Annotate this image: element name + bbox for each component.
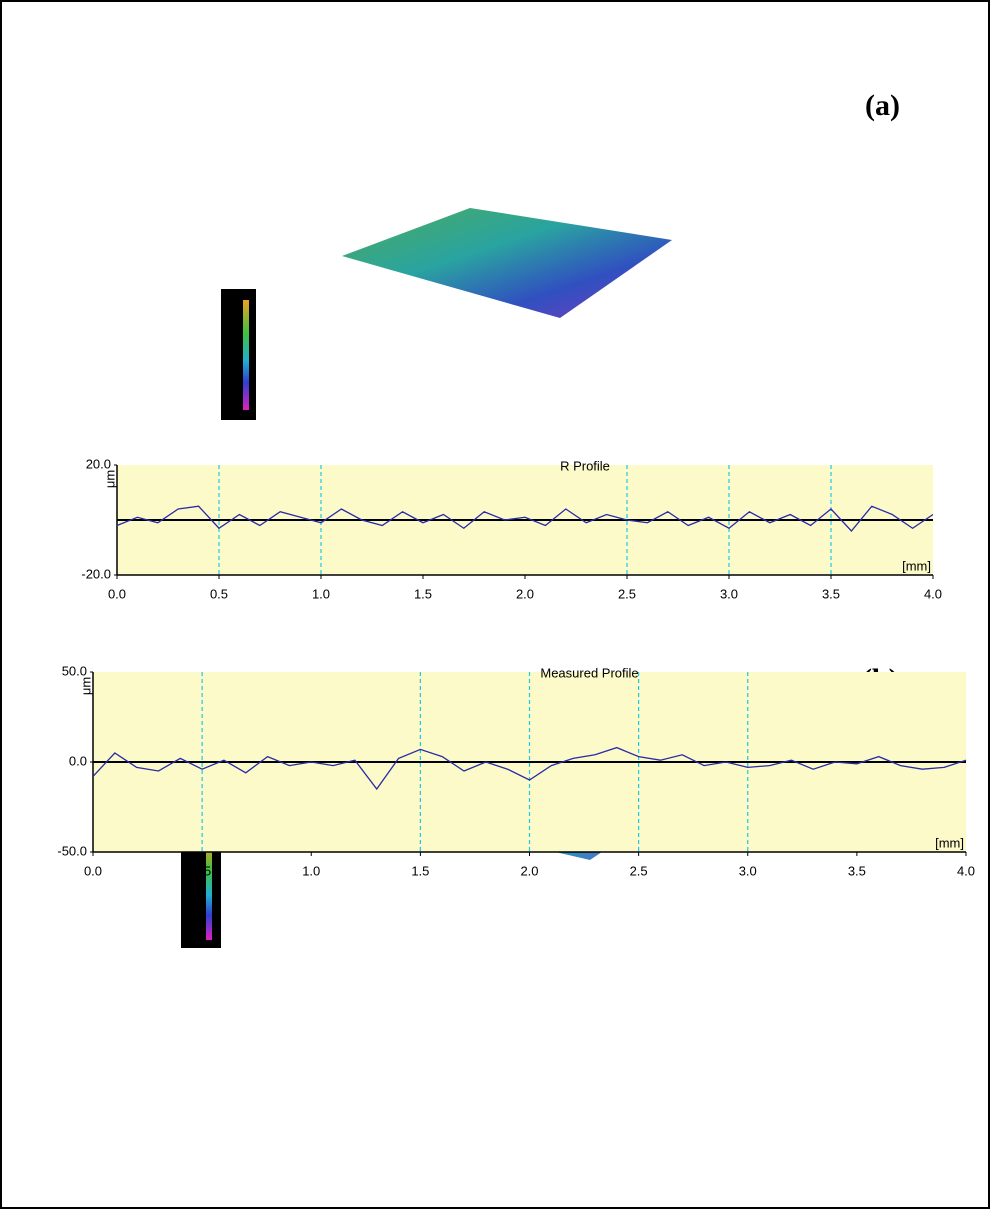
x-tick-label: 0.5 xyxy=(193,863,211,878)
x-axis-label: [mm] xyxy=(902,558,931,573)
figure: (a) 20.0 -20.0 0.0 0.5 1.0 1.5 2.0 2.5 3.0 3.5 4.0 R… xyxy=(0,0,990,1209)
x-tick-label: 2.5 xyxy=(630,863,648,878)
y-tick-label: 20.0 xyxy=(86,456,111,471)
y-tick-label: 50.0 xyxy=(62,663,87,678)
x-tick-label: 3.0 xyxy=(739,863,757,878)
chart-title: R Profile xyxy=(560,458,610,473)
frame xyxy=(1,1,989,1208)
x-tick-label: 1.5 xyxy=(414,586,432,601)
x-tick-label: 1.0 xyxy=(302,863,320,878)
x-tick-label: 3.0 xyxy=(720,586,738,601)
x-axis-label: [mm] xyxy=(935,835,964,850)
panel-label: (a) xyxy=(865,89,900,122)
x-tick-label: 3.5 xyxy=(822,586,840,601)
colorbar-a-scale xyxy=(243,300,249,410)
x-tick-label: 2.5 xyxy=(618,586,636,601)
x-tick-label: 3.5 xyxy=(848,863,866,878)
colorbar-b-scale xyxy=(206,840,212,940)
y-tick-label: -50.0 xyxy=(57,843,87,858)
x-tick-label: 0.0 xyxy=(108,586,126,601)
x-tick-label: 1.5 xyxy=(411,863,429,878)
y-axis-label: μm xyxy=(78,677,93,695)
x-tick-label: 0.5 xyxy=(210,586,228,601)
chart-title: Measured Profile xyxy=(540,665,638,680)
x-tick-label: 1.0 xyxy=(312,586,330,601)
y-tick-label: 0.0 xyxy=(69,753,87,768)
surface-a xyxy=(342,208,672,318)
x-tick-label: 4.0 xyxy=(924,586,942,601)
y-axis-label: μm xyxy=(102,470,117,488)
x-tick-label: 2.0 xyxy=(520,863,538,878)
colorbar-a xyxy=(221,289,256,420)
x-tick-label: 0.0 xyxy=(84,863,102,878)
x-tick-label: 4.0 xyxy=(957,863,975,878)
x-tick-label: 2.0 xyxy=(516,586,534,601)
y-tick-label: -20.0 xyxy=(81,566,111,581)
